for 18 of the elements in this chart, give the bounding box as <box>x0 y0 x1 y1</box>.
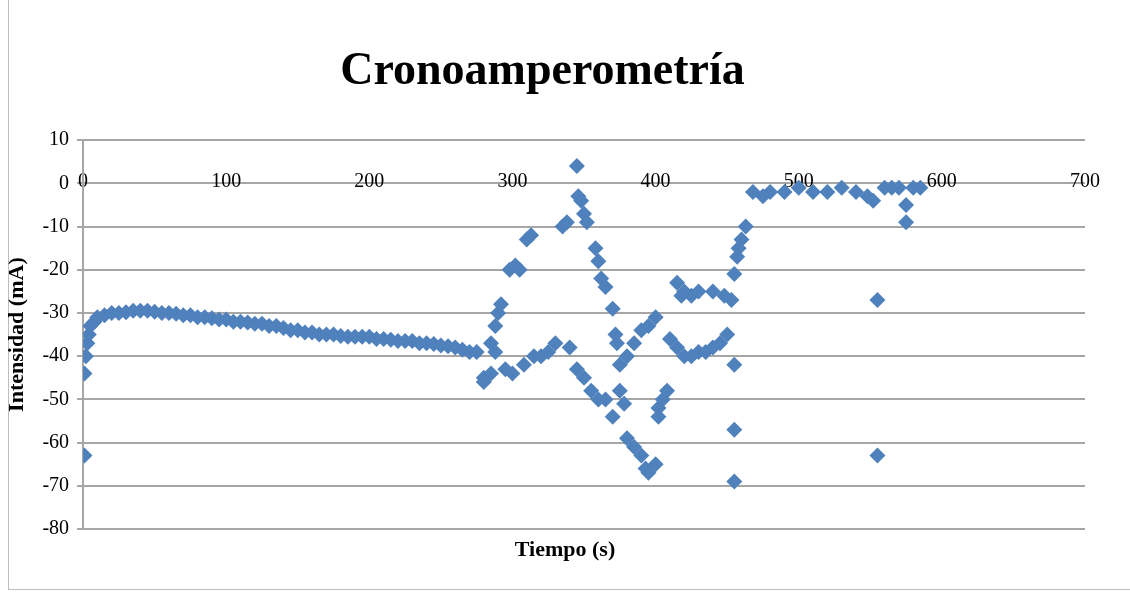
y-tick-label: -10 <box>42 213 70 236</box>
x-tick-label: 300 <box>497 168 528 191</box>
x-tick-label: 400 <box>640 168 671 191</box>
x-tick-label: 100 <box>211 168 242 191</box>
y-tick-label: -50 <box>42 386 70 409</box>
x-tick-label: 200 <box>354 168 385 191</box>
y-tick-label: -70 <box>42 473 70 496</box>
x-axis-title: Tiempo (s) <box>514 536 616 561</box>
y-tick-label: -20 <box>42 257 70 280</box>
y-tick-label: 10 <box>49 127 70 150</box>
y-tick-label: -30 <box>42 300 70 323</box>
y-tick-label: -60 <box>42 429 70 452</box>
y-axis-title: Intensidad (mA) <box>2 257 28 412</box>
x-tick-label: 700 <box>1070 168 1100 191</box>
x-tick-label: 600 <box>926 168 957 191</box>
y-tick-label: -40 <box>42 343 70 366</box>
y-tick-label: -80 <box>42 516 70 539</box>
chart-title: Cronoamperometría <box>340 43 745 95</box>
